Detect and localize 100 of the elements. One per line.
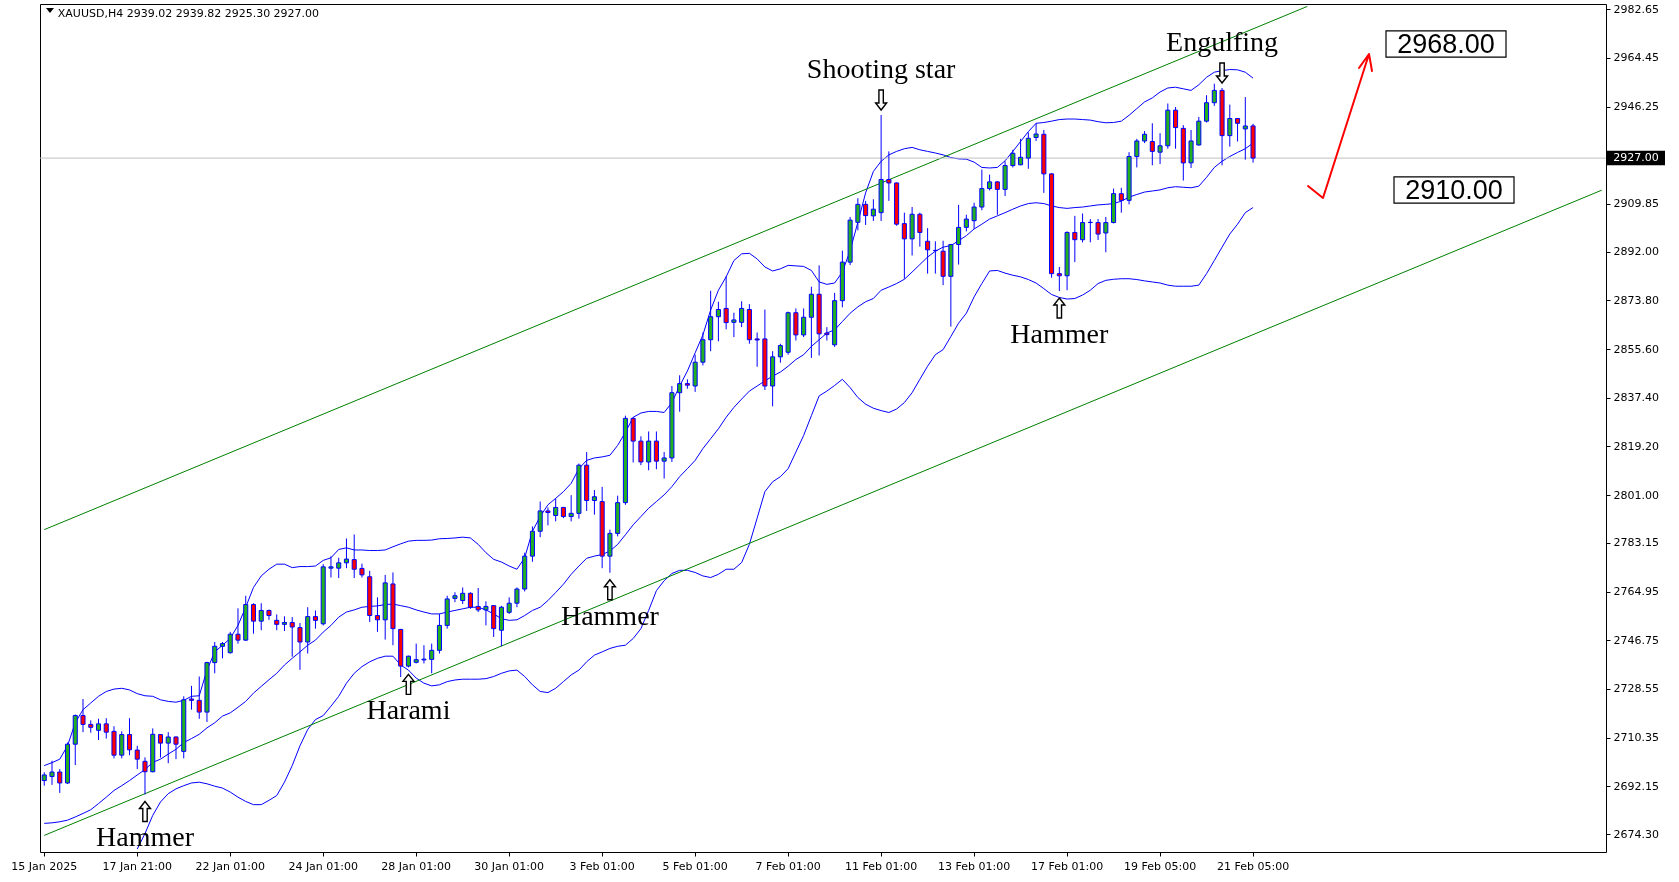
candlestick xyxy=(808,286,814,359)
y-tick-label: 2710.35 xyxy=(1613,731,1659,745)
y-tick-label: 2819.20 xyxy=(1613,439,1659,453)
candlestick xyxy=(111,725,117,759)
candlestick xyxy=(700,332,706,366)
x-tick-label: 24 Jan 01:00 xyxy=(288,859,359,873)
x-tick-label: 17 Feb 01:00 xyxy=(1031,859,1104,873)
candlestick xyxy=(1134,138,1140,168)
candlestick xyxy=(142,756,148,795)
y-tick-label: 2855.60 xyxy=(1613,342,1659,356)
candlestick xyxy=(723,275,729,330)
candlestick xyxy=(452,591,458,603)
candlestick xyxy=(971,202,977,230)
y-tick-label: 2801.00 xyxy=(1613,488,1659,502)
ref-line-label: 2927.00 xyxy=(1613,151,1659,165)
candlestick xyxy=(250,602,257,635)
candlestick xyxy=(979,169,985,211)
candlestick xyxy=(1188,129,1194,169)
candlestick xyxy=(498,605,504,647)
candlestick xyxy=(514,586,520,608)
candlestick xyxy=(336,557,342,579)
x-tick-label: 13 Feb 01:00 xyxy=(938,859,1011,873)
candlestick xyxy=(917,212,923,248)
candlestick xyxy=(235,607,241,645)
candlestick xyxy=(297,622,303,671)
candlestick xyxy=(1103,216,1109,253)
y-tick-label: 2964.45 xyxy=(1613,51,1659,65)
candlestick xyxy=(103,717,109,740)
candlestick xyxy=(568,494,574,522)
candlestick xyxy=(374,596,380,633)
candlestick xyxy=(1018,138,1024,166)
x-tick-label: 15 Jan 2025 xyxy=(11,859,78,873)
candlestick xyxy=(289,616,295,658)
candlestick xyxy=(661,451,667,480)
y-tick-label: 2764.95 xyxy=(1613,585,1659,599)
y-tick-label: 2892.00 xyxy=(1613,245,1659,259)
candlestick xyxy=(1056,266,1062,292)
candlestick xyxy=(421,644,427,664)
candlestick xyxy=(801,307,807,338)
annotation: 2910.00 xyxy=(1405,175,1503,205)
annotation: 2968.00 xyxy=(1397,29,1495,59)
candlestick xyxy=(708,290,714,352)
candlestick xyxy=(126,717,133,756)
candlestick xyxy=(95,718,102,741)
y-tick-label: 2982.65 xyxy=(1613,2,1659,16)
candlestick xyxy=(545,506,551,526)
x-tick-label: 22 Jan 01:00 xyxy=(195,859,266,873)
candlestick xyxy=(956,204,962,266)
x-tick-label: 28 Jan 01:00 xyxy=(381,859,452,873)
candlestick xyxy=(1002,160,1008,197)
candlestick xyxy=(1025,131,1031,170)
candlestick xyxy=(1204,94,1210,124)
x-tick-label: 21 Feb 05:00 xyxy=(1216,859,1290,873)
candlestick xyxy=(119,730,125,759)
chart-title: XAUUSD,H4 2939.02 2939.82 2925.30 2927.00 xyxy=(57,7,320,21)
candlestick xyxy=(1080,212,1086,243)
candlestick xyxy=(1095,218,1101,241)
x-tick-label: 11 Feb 01:00 xyxy=(845,859,918,873)
candlestick xyxy=(1196,116,1202,147)
candlestick xyxy=(258,602,264,631)
candlestick xyxy=(1033,122,1039,142)
candlestick xyxy=(715,301,721,342)
annotation: Hammer xyxy=(1010,318,1109,350)
candlestick xyxy=(1211,83,1217,107)
candlestick xyxy=(475,587,481,613)
annotation: Hammer xyxy=(96,821,195,853)
candlestick xyxy=(188,685,195,711)
candlestick xyxy=(173,735,179,760)
y-tick-label: 2873.80 xyxy=(1613,293,1659,307)
candlestick xyxy=(677,374,683,413)
candlestick xyxy=(1087,218,1093,243)
candlestick xyxy=(646,430,652,471)
candlestick xyxy=(312,609,318,630)
candlestick xyxy=(886,150,892,202)
y-tick-label: 2692.15 xyxy=(1613,779,1659,793)
x-tick-label: 3 Feb 01:00 xyxy=(569,859,635,873)
candlestick xyxy=(653,430,659,470)
candlestick xyxy=(777,343,783,364)
candlestick xyxy=(553,497,559,522)
candlestick xyxy=(134,745,140,770)
y-tick-label: 2728.55 xyxy=(1613,682,1659,696)
annotation: Harami xyxy=(366,694,451,726)
candlestick xyxy=(754,332,760,368)
candlestick xyxy=(994,180,1000,216)
candlestick xyxy=(591,489,597,516)
x-tick-label: 30 Jan 01:00 xyxy=(474,859,545,873)
y-tick-label: 2783.15 xyxy=(1613,536,1659,550)
x-tick-label: 7 Feb 01:00 xyxy=(755,859,821,873)
candlestick xyxy=(855,197,861,231)
candlestick xyxy=(1157,132,1163,165)
candlestick xyxy=(731,312,737,338)
candlestick xyxy=(429,643,435,674)
candlestick xyxy=(863,200,869,226)
candlestick xyxy=(1227,104,1233,148)
candlestick xyxy=(692,354,698,393)
candlestick xyxy=(328,555,334,579)
y-tick-label: 2837.40 xyxy=(1613,391,1659,405)
y-tick-label: 2909.85 xyxy=(1613,197,1659,211)
candlestick xyxy=(1072,215,1078,263)
candlestick xyxy=(537,501,543,538)
